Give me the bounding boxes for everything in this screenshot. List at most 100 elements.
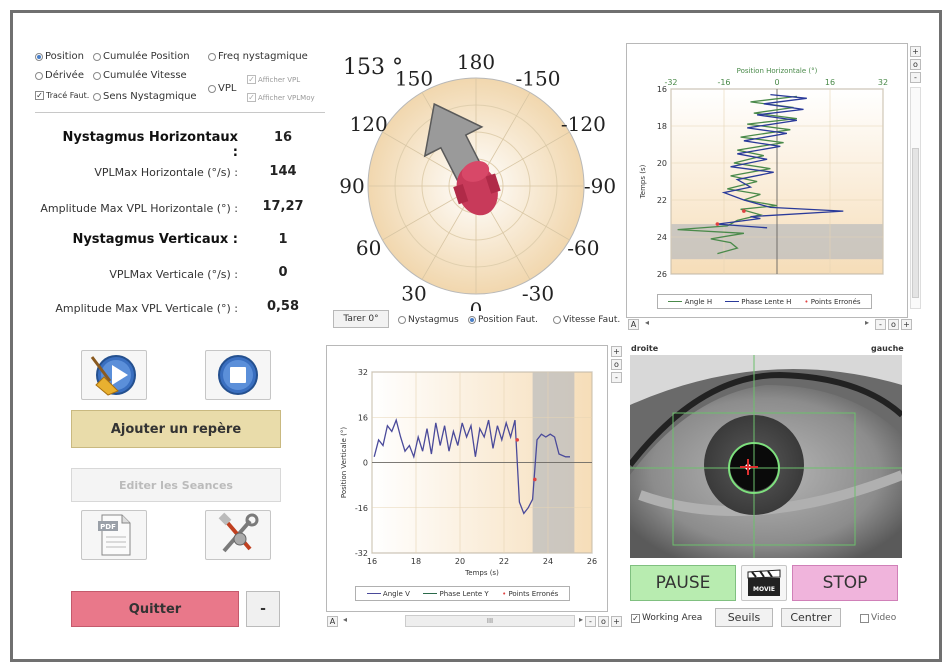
- horizontal-chart-panel: -32 -16 0 16 32 16 18 20 22 24 26 Position Horizont…: [626, 43, 908, 318]
- vplmax-h-value: 144: [269, 164, 297, 179]
- polar-label: 90: [339, 174, 364, 198]
- scroll-left-arrow-icon[interactable]: ◂: [645, 318, 650, 327]
- radio-sens-nystagmique[interactable]: Sens Nystagmique: [93, 91, 197, 102]
- ampmax-h-value: 17,27: [262, 199, 304, 214]
- x-axis-title: Position Horizontale (°): [737, 67, 818, 75]
- zoom-reset-button[interactable]: o: [910, 59, 921, 70]
- label-gauche: gauche: [871, 344, 904, 353]
- checkbox-label: Working Area: [642, 613, 703, 623]
- zoom-out-button-h[interactable]: -: [875, 319, 886, 330]
- zoom-in-button-v2[interactable]: +: [611, 616, 622, 627]
- nyst-h-value: 16: [273, 130, 293, 145]
- radio-label: Cumulée Position: [103, 51, 190, 62]
- legend-phase-lente-h: Phase Lente H: [725, 298, 791, 306]
- checkbox-afficher-vplmoy[interactable]: ✓ Afficher VPLMoy: [247, 93, 315, 102]
- x-tick-label: -32: [664, 78, 677, 87]
- radio-derivee[interactable]: Dérivée: [35, 70, 84, 81]
- radio-cumulee-vitesse[interactable]: Cumulée Vitesse: [93, 70, 187, 81]
- polar-label: -150: [516, 67, 561, 91]
- radio-vpl[interactable]: VPL: [208, 83, 236, 94]
- scroll-right-arrow-icon[interactable]: ▸: [579, 615, 584, 624]
- vplmax-v-value: 0: [278, 265, 288, 280]
- zoom-reset-button-v2[interactable]: o: [598, 616, 609, 627]
- eye-video-feed: [630, 355, 902, 558]
- radio-indicator: [93, 92, 101, 101]
- zoom-in-button-v[interactable]: +: [611, 346, 622, 357]
- zoom-out-button-v2[interactable]: -: [585, 616, 596, 627]
- polar-label: -60: [567, 236, 599, 260]
- tarer-button[interactable]: Tarer 0°: [333, 310, 389, 328]
- broom-play-icon: [90, 355, 136, 396]
- radio-label: Dérivée: [45, 70, 84, 81]
- radio-freq-nystagmique[interactable]: Freq nystagmique: [208, 51, 308, 62]
- nyst-v-value: 1: [278, 232, 288, 247]
- y-tick-label: 16: [358, 413, 368, 422]
- radio-cumulee-position[interactable]: Cumulée Position: [93, 51, 190, 62]
- legend-text: Phase Lente Y: [439, 589, 489, 598]
- checkbox-working-area[interactable]: ✓ Working Area: [631, 613, 702, 623]
- polar-label: 180: [457, 51, 495, 74]
- play-clean-button[interactable]: [81, 350, 147, 400]
- application-window: Position Cumulée Position Freq nystagmiq…: [10, 10, 942, 662]
- check-icon: ✓: [247, 93, 256, 102]
- checkbox-video[interactable]: Video: [860, 613, 896, 623]
- centrer-button[interactable]: Centrer: [781, 608, 841, 627]
- legend-angle-h: Angle H: [668, 298, 712, 306]
- y-tick-label: 32: [358, 368, 368, 377]
- quitter-button[interactable]: Quitter: [71, 591, 239, 627]
- y-tick-label: 20: [657, 159, 667, 168]
- series-line-0: [677, 95, 797, 255]
- zoom-out-button-v[interactable]: -: [611, 372, 622, 383]
- vertical-chart-panel: 16 18 20 22 24 26 32 16 0 -16 -32 Temps (s) Position…: [326, 345, 608, 612]
- polar-label: -30: [522, 281, 554, 305]
- settings-tools-button[interactable]: [205, 510, 271, 560]
- radio-indicator: [553, 316, 561, 324]
- polar-labels: 180 -150-120 -90 -60 -30 0 30 60 90 120 150: [339, 51, 616, 311]
- stop-record-button[interactable]: [205, 350, 271, 400]
- radio-nystagmus[interactable]: Nystagmus: [398, 315, 459, 325]
- angle-readout: 153 °: [343, 55, 403, 80]
- scroll-left-arrow-icon[interactable]: ◂: [343, 615, 348, 624]
- scrollbar-thumb[interactable]: [912, 148, 919, 298]
- y-axis-title: Position Verticale (°): [340, 427, 348, 498]
- clapperboard-icon: MOVIE: [747, 569, 781, 596]
- axis-corner-button-h[interactable]: A: [628, 319, 639, 330]
- error-point: [515, 438, 519, 442]
- zoom-out-button[interactable]: -: [910, 72, 921, 83]
- pdf-text: PDF: [100, 523, 116, 531]
- stop-button[interactable]: STOP: [792, 565, 898, 601]
- legend-points-errones: • Points Erronés: [502, 589, 559, 598]
- polar-label: 0: [470, 298, 483, 311]
- x-tick-label: 18: [411, 557, 421, 566]
- ampmax-v-label: Amplitude Max VPL Verticale (°) :: [55, 302, 238, 315]
- radio-indicator: [35, 52, 43, 61]
- radio-position-faut[interactable]: Position Faut.: [468, 315, 538, 325]
- checkbox-afficher-vpl[interactable]: ✓ Afficher VPL: [247, 75, 300, 84]
- vertical-scrollbar[interactable]: [910, 87, 921, 309]
- radio-vitesse-faut[interactable]: Vitesse Faut.: [553, 315, 620, 325]
- radio-position[interactable]: Position: [35, 51, 84, 62]
- ajouter-repere-button[interactable]: Ajouter un repère: [71, 410, 281, 448]
- editer-seances-button[interactable]: Editer les Seances: [71, 468, 281, 502]
- y-tick-label: 26: [657, 270, 667, 279]
- horizontal-scrollbar-thumb[interactable]: III: [405, 615, 575, 627]
- pdf-export-button[interactable]: PDF: [81, 510, 147, 560]
- zoom-in-button-h[interactable]: +: [901, 319, 912, 330]
- zoom-in-button[interactable]: +: [910, 46, 921, 57]
- y-axis-title: Temps (s): [639, 164, 647, 199]
- scroll-right-arrow-icon[interactable]: ▸: [865, 318, 870, 327]
- options-divider: [35, 112, 325, 113]
- zoom-reset-button-v[interactable]: o: [611, 359, 622, 370]
- checkbox-trace-faut[interactable]: ✓ Tracé Faut.: [35, 91, 89, 100]
- radio-label: Freq nystagmique: [218, 51, 308, 62]
- horizontal-chart-legend: Angle H Phase Lente H • Points Erronés: [657, 294, 872, 309]
- seuils-button[interactable]: Seuils: [715, 608, 773, 627]
- checkbox-label: Afficher VPLMoy: [258, 93, 315, 102]
- axis-corner-button-v[interactable]: A: [327, 616, 338, 627]
- minus-button[interactable]: -: [246, 591, 280, 627]
- vplmax-h-label: VPLMax Horizontale (°/s) :: [94, 166, 238, 179]
- movie-button[interactable]: MOVIE: [741, 565, 787, 601]
- zoom-reset-button-h[interactable]: o: [888, 319, 899, 330]
- label-droite: droite: [631, 344, 659, 353]
- pause-button[interactable]: PAUSE: [630, 565, 736, 601]
